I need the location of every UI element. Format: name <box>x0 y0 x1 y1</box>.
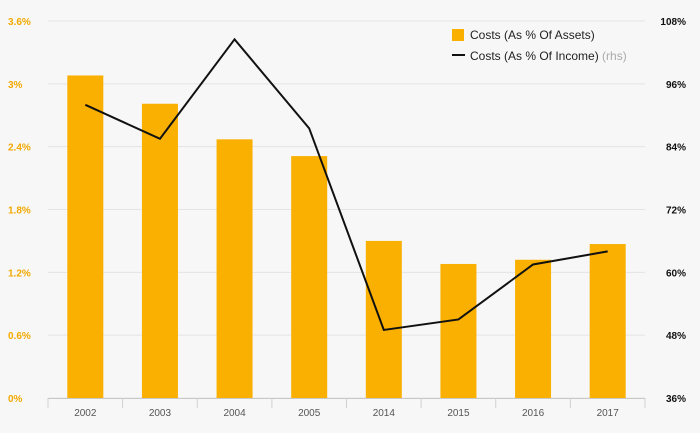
left-axis-ticks: 0% 0.6% 1.2% 1.8% 2.4% 3% 3.6% <box>8 17 31 405</box>
left-tick-label: 1.2% <box>8 268 31 279</box>
x-axis-ticks: 2002 2003 2004 2005 2014 2015 2016 2017 <box>74 408 619 419</box>
legend-label-bar: Costs (As % Of Assets) <box>470 28 595 42</box>
left-tick-label: 1.8% <box>8 206 31 217</box>
bar <box>440 263 477 398</box>
bar <box>141 103 178 398</box>
x-tick-label: 2002 <box>74 408 97 419</box>
right-axis-ticks: 36% 48% 60% 72% 84% 96% 108% <box>660 17 686 405</box>
right-tick-label: 60% <box>666 268 686 279</box>
bar <box>291 156 328 398</box>
right-tick-label: 48% <box>666 331 686 342</box>
right-tick-label: 72% <box>666 206 686 217</box>
x-tick-label: 2017 <box>597 408 620 419</box>
left-tick-label: 0.6% <box>8 331 31 342</box>
bar <box>67 75 104 398</box>
x-tick-label: 2014 <box>373 408 396 419</box>
x-tick-label: 2015 <box>447 408 470 419</box>
left-tick-label: 0% <box>8 394 23 405</box>
legend-label-line: Costs (As % Of Income) (rhs) <box>470 49 627 63</box>
right-tick-label: 96% <box>666 80 686 91</box>
left-tick-label: 3% <box>8 80 23 91</box>
x-tick-label: 2004 <box>223 408 246 419</box>
right-tick-label: 36% <box>666 394 686 405</box>
bar <box>216 139 253 398</box>
legend: Costs (As % Of Assets) Costs (As % Of Inc… <box>452 28 627 63</box>
x-tick-label: 2005 <box>298 408 321 419</box>
line-series <box>84 37 608 332</box>
income-line <box>84 37 608 332</box>
x-tick-label: 2016 <box>522 408 545 419</box>
left-tick-label: 2.4% <box>8 143 31 154</box>
bar <box>589 244 626 398</box>
right-tick-label: 108% <box>660 17 686 28</box>
gridlines <box>48 20 645 399</box>
x-axis <box>47 398 646 408</box>
legend-label-line-suffix: (rhs) <box>602 49 627 63</box>
right-tick-label: 84% <box>666 143 686 154</box>
bar <box>515 259 552 398</box>
x-tick-label: 2003 <box>149 408 172 419</box>
legend-swatch-bar <box>452 29 464 41</box>
bar <box>365 240 402 398</box>
bars <box>67 75 626 398</box>
left-tick-label: 3.6% <box>8 17 31 28</box>
